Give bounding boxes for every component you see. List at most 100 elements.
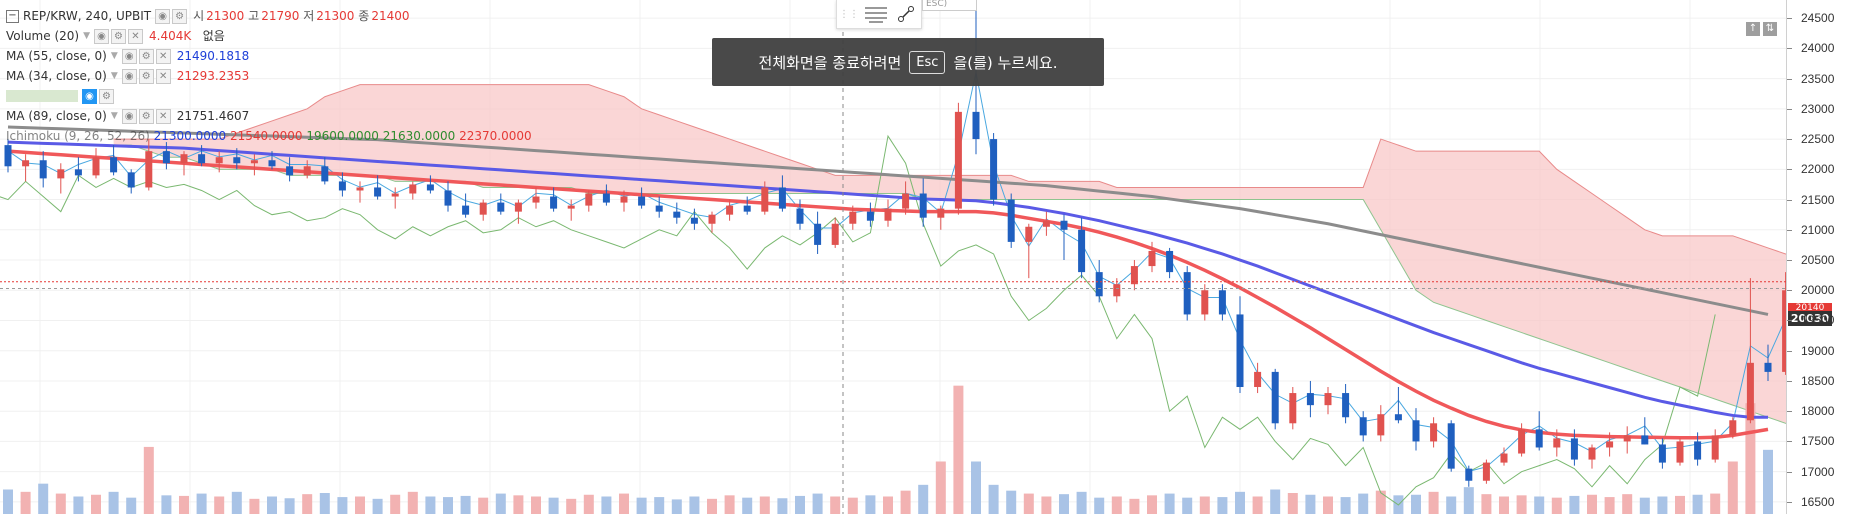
volume-bar bbox=[1763, 449, 1773, 514]
price-axis[interactable]: 20140 20030 24500 24000 23500 23000 22500 220… bbox=[1786, 0, 1857, 514]
eye-icon[interactable]: ◉ bbox=[94, 28, 109, 44]
lines-icon[interactable] bbox=[863, 3, 889, 25]
candle-body bbox=[198, 154, 206, 164]
close-icon[interactable]: ✕ bbox=[155, 48, 171, 64]
chevron-down-icon[interactable]: ▼ bbox=[110, 71, 118, 81]
volume-bar bbox=[953, 385, 964, 514]
drawing-toolbar: ⋮⋮ bbox=[836, 0, 922, 29]
settings-icon[interactable]: ⚙ bbox=[138, 68, 154, 84]
volume-bar bbox=[1446, 496, 1457, 514]
eye-icon[interactable]: ◉ bbox=[121, 48, 137, 64]
up-arrow-icon[interactable]: ↑ bbox=[1746, 22, 1760, 36]
candle-body bbox=[814, 223, 822, 245]
trendline-icon[interactable] bbox=[893, 3, 919, 25]
volume-bar bbox=[795, 495, 805, 514]
ma89-line bbox=[7, 125, 1769, 316]
volume-bar bbox=[671, 499, 682, 514]
settings-icon[interactable]: ⚙ bbox=[111, 28, 126, 44]
volume-bar bbox=[1481, 494, 1492, 514]
volume-bar bbox=[1639, 497, 1650, 514]
volume-bar bbox=[1358, 493, 1369, 514]
candle-body bbox=[1588, 447, 1596, 460]
candle-body bbox=[444, 190, 452, 206]
candle-body bbox=[990, 139, 998, 200]
eye-icon[interactable]: ◉ bbox=[121, 68, 137, 84]
volume-bar bbox=[1235, 491, 1245, 514]
candle-body bbox=[1254, 371, 1262, 388]
up-down-icon[interactable]: ⇅ bbox=[1763, 22, 1777, 36]
candle-body bbox=[426, 184, 434, 191]
candle-body bbox=[1764, 362, 1772, 372]
volume-bar bbox=[284, 498, 295, 514]
volume-bar bbox=[1270, 489, 1281, 514]
volume-bar bbox=[883, 496, 893, 514]
volume-bar bbox=[1164, 493, 1175, 514]
candle-body bbox=[690, 217, 698, 224]
volume-bar bbox=[1076, 491, 1087, 514]
settings-icon[interactable]: ⚙ bbox=[138, 108, 154, 124]
candle-body bbox=[620, 196, 628, 203]
axis-buttons: ↑ ⇅ bbox=[1746, 22, 1777, 36]
volume-bar bbox=[143, 446, 154, 514]
volume-bar bbox=[1727, 461, 1738, 514]
volume-bar bbox=[636, 497, 647, 514]
volume-bar bbox=[601, 496, 612, 514]
volume-bar bbox=[372, 498, 383, 514]
candle-body bbox=[250, 160, 258, 164]
candle-body bbox=[1518, 429, 1526, 454]
settings-icon[interactable]: ⚙ bbox=[99, 88, 114, 104]
candle-body bbox=[1430, 423, 1438, 442]
chevron-down-icon[interactable]: ▼ bbox=[110, 51, 118, 61]
candle-body bbox=[374, 187, 382, 197]
collapse-icon[interactable]: − bbox=[6, 9, 19, 23]
eye-icon[interactable]: ◉ bbox=[82, 88, 97, 104]
esc-key: Esc bbox=[909, 50, 946, 74]
indicator-ma34[interactable]: MA (34, close, 0) ▼ ◉ ⚙ ✕ 21293.2353 bbox=[6, 66, 532, 86]
candle-body bbox=[1482, 462, 1490, 481]
ma55-line bbox=[7, 140, 1768, 419]
price-chart[interactable] bbox=[0, 0, 1787, 514]
close-icon[interactable]: ✕ bbox=[155, 68, 171, 84]
volume-bar bbox=[20, 491, 31, 514]
volume-bar bbox=[988, 484, 999, 514]
indicator-hidden[interactable]: ◉ ⚙ bbox=[6, 86, 532, 106]
low-value: 21300 bbox=[316, 9, 355, 23]
volume-bar bbox=[1252, 496, 1263, 514]
close-icon[interactable]: ✕ bbox=[155, 108, 171, 124]
indicator-ma55[interactable]: MA (55, close, 0) ▼ ◉ ⚙ ✕ 21490.1818 bbox=[6, 46, 532, 66]
volume-bar bbox=[1587, 494, 1597, 514]
candle-body bbox=[972, 111, 980, 140]
indicator-volume[interactable]: Volume (20) ▼ ◉ ⚙ ✕ 4.404K 없음 bbox=[6, 26, 532, 46]
chevron-down-icon[interactable]: ▼ bbox=[83, 31, 90, 41]
volume-bar bbox=[1006, 490, 1017, 514]
candle-body bbox=[919, 193, 927, 218]
candle-body bbox=[550, 196, 558, 209]
volume-bar bbox=[1182, 497, 1193, 514]
volume-bar bbox=[531, 496, 541, 514]
volume-bar bbox=[1147, 495, 1157, 514]
chart-legend: − REP/KRW, 240, UPBIT ◉ ⚙ 시 21300 고 21790 … bbox=[6, 6, 532, 146]
volume-bar bbox=[1287, 493, 1298, 514]
volume-bar bbox=[1305, 494, 1316, 514]
symbol-row: − REP/KRW, 240, UPBIT ◉ ⚙ 시 21300 고 21790 … bbox=[6, 6, 532, 26]
chevron-down-icon[interactable]: ▼ bbox=[110, 111, 118, 121]
candle-body bbox=[268, 160, 276, 167]
candle-body bbox=[1148, 250, 1156, 267]
candle-body bbox=[954, 111, 962, 209]
candle-body bbox=[655, 205, 663, 212]
candle-body bbox=[303, 166, 311, 176]
indicator-ma89[interactable]: MA (89, close, 0) ▼ ◉ ⚙ ✕ 21751.4607 bbox=[6, 106, 532, 126]
close-icon[interactable]: ✕ bbox=[128, 28, 143, 44]
volume-bar bbox=[1023, 493, 1034, 514]
indicator-ichimoku[interactable]: Ichimoku (9, 26, 52, 26) 21300.0000 2154… bbox=[6, 129, 532, 143]
eye-icon[interactable]: ◉ bbox=[155, 8, 171, 24]
candle-body bbox=[1500, 453, 1508, 463]
settings-icon[interactable]: ⚙ bbox=[172, 8, 188, 24]
volume-bar bbox=[443, 497, 453, 514]
candle-body bbox=[286, 166, 294, 176]
volume-bar bbox=[918, 484, 929, 514]
volume-bar bbox=[1129, 498, 1140, 514]
eye-icon[interactable]: ◉ bbox=[121, 108, 137, 124]
drag-handle-icon[interactable]: ⋮⋮ bbox=[839, 8, 859, 20]
settings-icon[interactable]: ⚙ bbox=[138, 48, 154, 64]
